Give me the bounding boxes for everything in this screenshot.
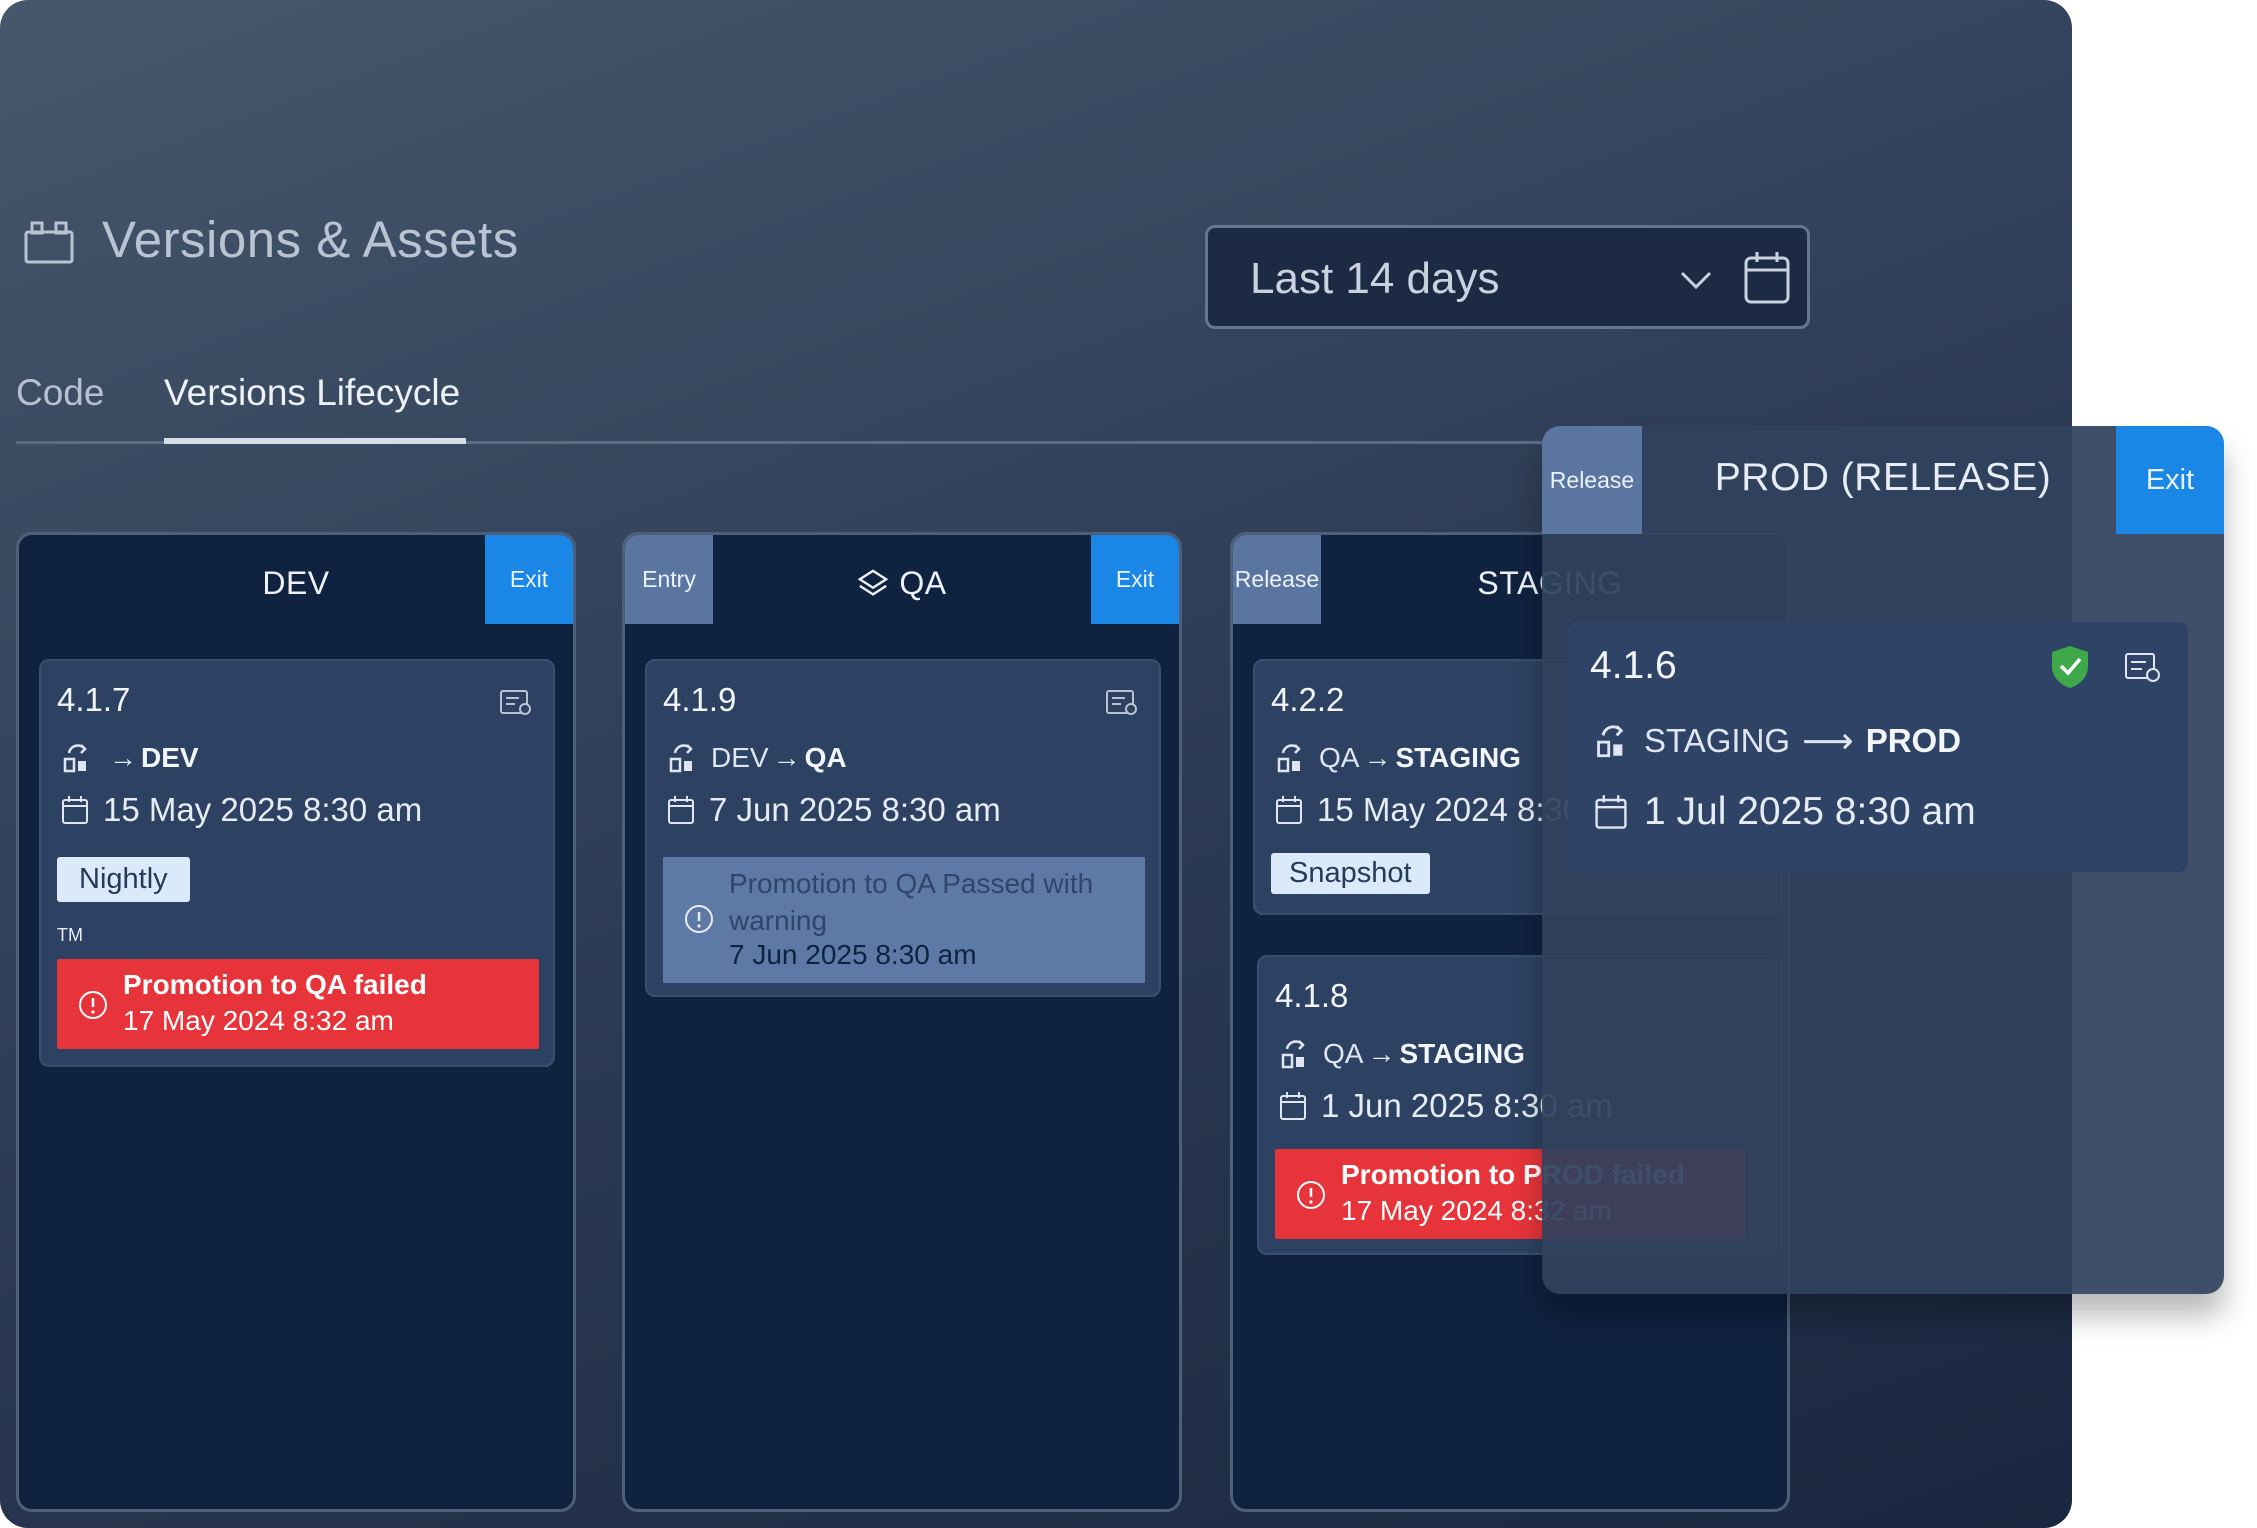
version-date: 15 May 2025 8:30 am: [61, 791, 422, 829]
route-target: QA: [804, 742, 847, 773]
promotion-icon: [1281, 1040, 1305, 1069]
version-card[interactable]: 4.1.7 → DEV: [39, 659, 555, 1067]
calendar-icon: [1276, 796, 1302, 824]
version-number: 4.1.7: [57, 681, 131, 718]
release-notes-icon[interactable]: [1105, 689, 1139, 717]
tab-versions-lifecycle[interactable]: Versions Lifecycle: [164, 372, 461, 413]
qa-column: QA Entry Exit 4.1.9: [622, 532, 1182, 1512]
route-target: STAGING: [1399, 1038, 1525, 1069]
route-target: DEV: [141, 742, 199, 773]
shield-check-icon: [2052, 646, 2088, 688]
promotion-icon: [63, 744, 87, 773]
calendar-icon: [1280, 1092, 1306, 1120]
entry-tag[interactable]: Entry: [625, 535, 713, 624]
release-tag[interactable]: Release: [1542, 426, 1642, 534]
exit-tag[interactable]: Exit: [2116, 426, 2224, 534]
date-text: 15 May 2025 8:30 am: [103, 791, 423, 828]
promotion-icon: [1277, 744, 1301, 773]
date-text: 1 Jul 2025 8:30 am: [1644, 790, 1976, 833]
trademark-label: TM: [57, 925, 83, 945]
exit-tag[interactable]: Exit: [1091, 535, 1179, 624]
arrow-icon: →: [109, 742, 137, 773]
arrow-icon: →: [1363, 742, 1392, 773]
version-date: 1 Jul 2025 8:30 am: [1594, 790, 1976, 834]
route-source: QA: [1319, 742, 1360, 773]
tabs-divider: [16, 441, 1556, 444]
calendar-icon: [668, 796, 694, 824]
version-number: 4.1.6: [1590, 644, 1677, 687]
release-notes-icon[interactable]: [2124, 652, 2162, 684]
promotion-route: DEV → QA: [667, 741, 847, 775]
promotion-route: STAGING ⟶ PROD: [1594, 720, 1961, 762]
date-range-value: Last 14 days: [1250, 254, 1500, 303]
build-type-chip: Nightly: [57, 857, 190, 902]
route-target: STAGING: [1395, 742, 1521, 773]
promotion-icon: [669, 744, 693, 773]
column-title: DEV: [262, 565, 330, 601]
calendar-icon: [1595, 795, 1627, 829]
chevron-down-icon[interactable]: [1678, 264, 1714, 294]
version-number: 4.1.8: [1275, 977, 1349, 1014]
page-title: Versions & Assets: [102, 211, 519, 268]
dev-column: DEV Exit 4.1.7 →: [16, 532, 576, 1512]
date-text: 7 Jun 2025 8:30 am: [709, 791, 1001, 828]
column-title-text: QA: [899, 565, 947, 601]
column-title: QA: [625, 565, 1179, 602]
promotion-route: QA → STAGING: [1275, 741, 1521, 775]
version-number: 4.1.9: [663, 681, 737, 718]
version-date: 15 May 2024 8:30: [1275, 791, 1581, 829]
route-target: PROD: [1865, 722, 1962, 759]
layers-icon: [858, 568, 889, 596]
alert-date: 17 May 2024 8:32 am: [123, 1005, 394, 1036]
tab-code[interactable]: Code: [16, 372, 105, 413]
build-type-chip: Snapshot: [1271, 853, 1430, 894]
arrow-icon: ⟶: [1802, 720, 1854, 761]
prod-release-column: Release PROD (RELEASE) Exit 4.1.6: [1542, 426, 2224, 1294]
route-source: DEV: [711, 742, 769, 773]
version-date: 7 Jun 2025 8:30 am: [667, 791, 1001, 829]
version-card[interactable]: 4.1.9 DEV → QA: [645, 659, 1161, 997]
release-notes-icon[interactable]: [499, 689, 533, 717]
promotion-failed-alert[interactable]: Promotion to QA failed 17 May 2024 8:32 …: [57, 959, 539, 1049]
release-tag[interactable]: Release: [1233, 535, 1321, 624]
warning-date: 7 Jun 2025 8:30 am: [729, 939, 977, 970]
error-icon: [1297, 1181, 1325, 1209]
column-title: PROD (RELEASE): [1714, 456, 2052, 499]
version-number: 4.2.2: [1271, 681, 1345, 718]
calendar-icon[interactable]: [1743, 250, 1791, 306]
date-text: 15 May 2024 8:30: [1317, 791, 1582, 828]
active-tab-indicator: [164, 438, 466, 444]
date-range-select[interactable]: Last 14 days: [1205, 225, 1810, 329]
staging-column: STAGING Release 4.2.2 QA → STAGING: [1230, 532, 1790, 1512]
version-card[interactable]: 4.1.6 STAGING ⟶ PROD: [1568, 622, 2188, 872]
promotion-warning-alert[interactable]: Promotion to QA Passed with warning 7 Ju…: [663, 857, 1145, 983]
calendar-icon: [62, 796, 88, 824]
route-source: STAGING: [1644, 722, 1791, 759]
promotion-route: QA → STAGING: [1279, 1037, 1525, 1071]
warning-icon: [685, 905, 713, 933]
toolbox-icon: [24, 221, 74, 264]
arrow-icon: →: [772, 742, 801, 773]
warning-title: Promotion to QA Passed with warning: [729, 868, 1094, 936]
exit-tag[interactable]: Exit: [485, 535, 573, 624]
error-icon: [79, 991, 107, 1019]
promotion-icon: [1597, 725, 1624, 758]
route-source: QA: [1323, 1038, 1364, 1069]
promotion-route: → DEV: [61, 741, 199, 775]
arrow-icon: →: [1367, 1038, 1396, 1069]
alert-title: Promotion to QA failed: [123, 969, 427, 1000]
